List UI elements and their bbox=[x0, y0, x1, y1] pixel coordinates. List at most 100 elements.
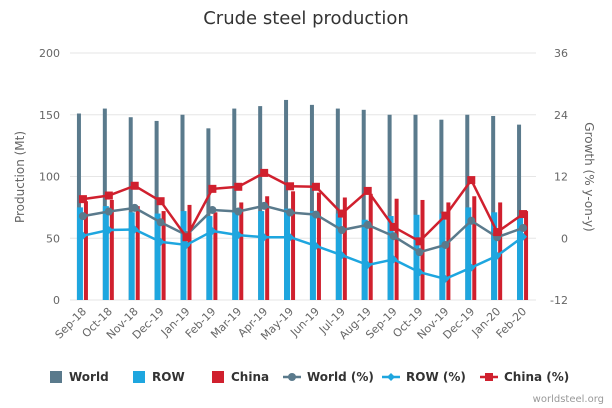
legend-label-row: ROW (%) bbox=[406, 370, 466, 384]
bar-row bbox=[439, 213, 446, 300]
x-tick-label: Jun-19 bbox=[287, 305, 322, 340]
point-china bbox=[78, 195, 87, 204]
bar-world bbox=[102, 108, 107, 300]
bar-china bbox=[187, 204, 192, 300]
point-row bbox=[389, 255, 398, 264]
left-axis-ticks: 0 50 100 150 200 bbox=[39, 47, 60, 307]
bar-china bbox=[265, 196, 270, 300]
point-row bbox=[493, 251, 502, 260]
bar-world bbox=[154, 120, 159, 300]
point-china bbox=[156, 197, 165, 206]
right-tick-label: -12 bbox=[550, 294, 568, 307]
bar-world bbox=[258, 106, 263, 300]
bar-row bbox=[309, 211, 316, 300]
point-world bbox=[104, 207, 113, 216]
point-world bbox=[311, 210, 320, 219]
point-row bbox=[286, 233, 295, 242]
bar-china bbox=[161, 211, 166, 300]
point-world bbox=[467, 216, 476, 225]
legend-swatch-world bbox=[50, 371, 62, 383]
point-world bbox=[441, 240, 450, 249]
grid-lines bbox=[70, 52, 536, 301]
legend-label-row: ROW bbox=[152, 370, 185, 384]
line-row bbox=[82, 228, 524, 281]
point-world bbox=[337, 226, 346, 235]
bar-world bbox=[335, 108, 340, 300]
chart-legend: World ROW China World (%) ROW (%) China (%) bbox=[50, 370, 569, 384]
bar-row bbox=[387, 216, 394, 300]
point-china bbox=[467, 176, 476, 185]
point-china bbox=[130, 181, 139, 190]
bar-row bbox=[206, 216, 213, 300]
point-china bbox=[415, 237, 424, 246]
line-series bbox=[78, 168, 528, 283]
legend-label-world: World bbox=[69, 370, 109, 384]
point-china bbox=[363, 186, 372, 195]
line-china bbox=[82, 171, 524, 243]
legend-label-china: China bbox=[231, 370, 269, 384]
point-row bbox=[260, 233, 269, 242]
bar-row bbox=[361, 219, 368, 300]
bar-row bbox=[180, 211, 187, 300]
point-row bbox=[156, 237, 165, 246]
bar-world bbox=[361, 109, 366, 300]
line-world bbox=[82, 204, 524, 254]
point-china bbox=[493, 228, 502, 237]
point-china bbox=[104, 191, 113, 200]
right-tick-label: 0 bbox=[561, 232, 568, 245]
bar-row bbox=[128, 212, 135, 300]
bar-world bbox=[232, 108, 237, 300]
point-world bbox=[286, 208, 295, 217]
bar-china bbox=[135, 206, 140, 300]
point-row bbox=[182, 240, 191, 249]
bar-row bbox=[232, 212, 239, 300]
left-tick-label: 100 bbox=[39, 171, 60, 184]
bar-row bbox=[284, 208, 291, 300]
bar-china bbox=[213, 212, 218, 300]
left-tick-label: 200 bbox=[39, 47, 60, 60]
point-row bbox=[208, 227, 217, 236]
bar-china bbox=[83, 201, 88, 300]
point-world bbox=[234, 207, 243, 216]
chart-title: Crude steel production bbox=[203, 8, 409, 29]
legend-marker-china bbox=[485, 373, 493, 381]
bar-china bbox=[239, 202, 244, 300]
legend-label-china: China (%) bbox=[504, 370, 569, 384]
x-axis-ticks: Sep-18Oct-18Nov-18Dec-19Jan-19Feb-19Mar-… bbox=[53, 305, 530, 343]
bar-china bbox=[524, 211, 529, 300]
right-tick-label: 36 bbox=[554, 47, 568, 60]
bar-world bbox=[76, 113, 81, 300]
bar-china bbox=[368, 193, 373, 300]
bar-row bbox=[102, 206, 109, 300]
bar-china bbox=[394, 198, 399, 300]
bar-china bbox=[498, 202, 503, 300]
point-world bbox=[156, 218, 165, 227]
point-row bbox=[78, 231, 87, 240]
point-row bbox=[130, 225, 139, 234]
point-china bbox=[260, 168, 269, 177]
left-tick-label: 150 bbox=[39, 109, 60, 122]
right-axis-ticks: -12 0 12 24 36 bbox=[550, 47, 568, 307]
bar-world bbox=[439, 119, 444, 300]
point-row bbox=[104, 226, 113, 235]
point-china bbox=[208, 184, 217, 193]
point-row bbox=[415, 268, 424, 277]
point-china bbox=[519, 210, 528, 219]
point-world bbox=[415, 248, 424, 257]
bar-world bbox=[387, 114, 392, 300]
legend-swatch-china bbox=[212, 371, 224, 383]
bar-world bbox=[180, 114, 185, 300]
point-row bbox=[337, 251, 346, 260]
left-axis-title: Production (Mt) bbox=[13, 131, 27, 223]
right-tick-label: 24 bbox=[554, 109, 568, 122]
legend-marker-world bbox=[288, 373, 296, 381]
point-world bbox=[208, 205, 217, 214]
point-row bbox=[519, 232, 528, 241]
bar-row bbox=[258, 211, 265, 300]
point-china bbox=[286, 182, 295, 191]
point-china bbox=[182, 233, 191, 242]
point-china bbox=[311, 182, 320, 191]
point-world bbox=[130, 203, 139, 212]
point-row bbox=[441, 274, 450, 283]
